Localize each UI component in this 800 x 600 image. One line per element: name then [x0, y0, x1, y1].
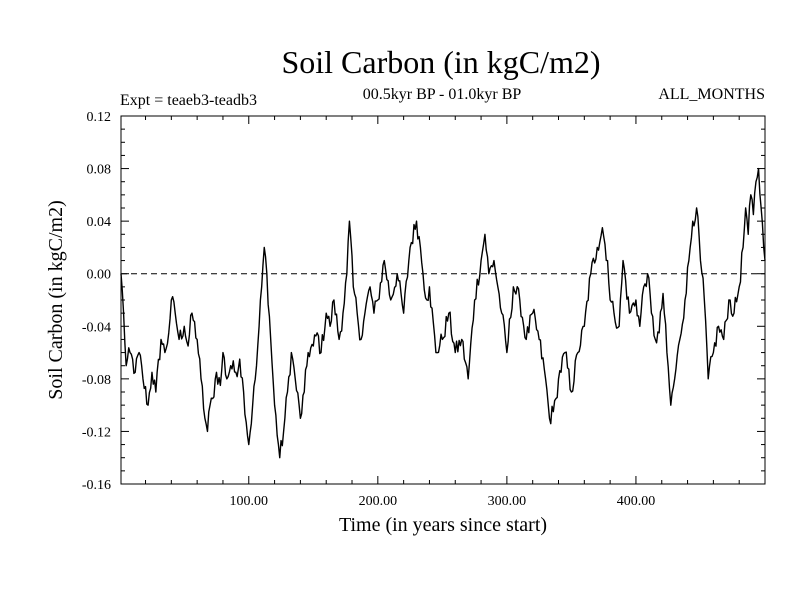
- y-tick-label: 0.08: [87, 163, 112, 178]
- x-tick-label: 100.00: [230, 494, 269, 509]
- x-tick-labels: 100.00 200.00 300.00 400.00: [230, 494, 656, 509]
- experiment-label: Expt = teaeb3-teadb3: [120, 92, 257, 109]
- x-tick-label: 200.00: [359, 494, 398, 509]
- y-tick-label: 0.04: [87, 215, 112, 230]
- y-tick-label: -0.04: [82, 320, 111, 335]
- y-tick-label: -0.16: [82, 478, 111, 493]
- y-tick-labels: -0.16 -0.12 -0.08 -0.04 0.00 0.04 0.08 0.12: [82, 110, 111, 493]
- period-label: 00.5kyr BP - 01.0kyr BP: [363, 86, 522, 103]
- months-label: ALL_MONTHS: [658, 86, 765, 103]
- y-tick-label: 0.12: [87, 110, 112, 125]
- y-tick-label: 0.00: [87, 268, 112, 283]
- x-tick-label: 400.00: [617, 494, 656, 509]
- y-tick-label: -0.12: [82, 425, 111, 440]
- chart-title: Soil Carbon (in kgC/m2): [281, 44, 600, 80]
- tick-marks: [121, 115, 766, 485]
- plot-frame: [120, 115, 766, 485]
- soil-carbon-series-line: [120, 167, 766, 459]
- x-tick-label: 300.00: [488, 494, 527, 509]
- y-tick-label: -0.08: [82, 373, 111, 388]
- y-axis-label: Soil Carbon (in kgC/m2): [45, 200, 67, 399]
- x-axis-label: Time (in years since start): [339, 514, 547, 536]
